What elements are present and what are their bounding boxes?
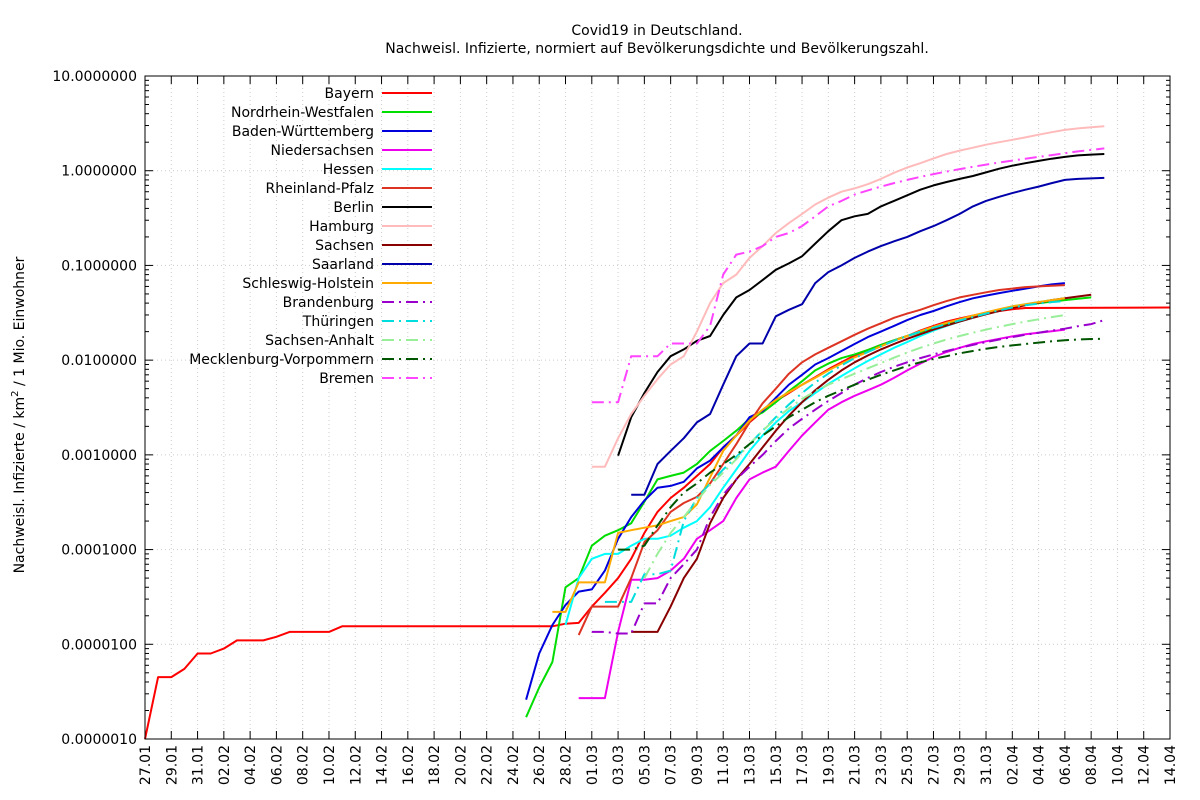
- x-tick-label: 12.02: [348, 745, 364, 785]
- x-tick-label: 02.02: [217, 745, 233, 785]
- x-tick-label: 25.03: [900, 745, 916, 785]
- x-tick-label: 17.03: [795, 745, 811, 785]
- x-tick-label: 05.03: [637, 745, 653, 785]
- x-axis: 27.01 29.01 31.01 02.02 04.02 06.02 08.02 10.02…: [138, 76, 1179, 785]
- legend-label: Bremen: [319, 371, 374, 387]
- series-line-baden-w-rttemberg: [525, 282, 1065, 700]
- x-tick-label: 10.04: [1110, 745, 1126, 785]
- series-line-rheinland-pfalz: [577, 284, 1065, 636]
- x-tick-label: 15.03: [769, 745, 785, 785]
- x-tick-label: 29.03: [953, 745, 969, 785]
- series-line-nordrhein-westfalen: [525, 296, 1092, 718]
- series-line-bremen: [591, 147, 1105, 404]
- legend-label: Sachsen: [315, 238, 374, 254]
- x-tick-label: 27.01: [138, 745, 154, 785]
- grid: [145, 76, 1170, 739]
- x-tick-label: 16.02: [401, 745, 417, 785]
- y-tick-label: 1.0000000: [61, 164, 137, 180]
- y-axis-label: Nachweisl. Infizierte / km2 / 1 Mio. Ein…: [10, 256, 28, 573]
- x-tick-label: 03.03: [611, 745, 627, 785]
- x-tick-label: 08.04: [1084, 745, 1100, 785]
- x-tick-label: 04.02: [243, 745, 259, 785]
- x-tick-label: 23.03: [874, 745, 890, 785]
- legend: Bayern Nordrhein-Westfalen Baden-Württembe…: [189, 86, 432, 387]
- x-tick-label: 22.02: [480, 745, 496, 785]
- series-line-sachsen-anhalt: [643, 314, 1066, 579]
- legend-label: Nordrhein-Westfalen: [231, 105, 374, 121]
- y-tick-label: 10.0000000: [52, 69, 137, 85]
- series-layer: [144, 125, 1171, 740]
- legend-label: Rheinland-Pfalz: [266, 181, 374, 197]
- y-tick-label: 0.0100000: [61, 353, 137, 369]
- y-tick-label: 0.0000100: [61, 637, 137, 653]
- series-line-hamburg: [591, 125, 1105, 468]
- x-tick-label: 20.02: [453, 745, 469, 785]
- y-tick-label: 0.0001000: [61, 543, 137, 559]
- legend-label: Berlin: [333, 200, 374, 216]
- x-tick-label: 14.04: [1163, 745, 1179, 785]
- legend-label: Schleswig-Holstein: [242, 276, 374, 292]
- x-tick-label: 06.04: [1058, 745, 1074, 785]
- x-tick-label: 27.03: [926, 745, 942, 785]
- legend-label: Hessen: [323, 162, 374, 178]
- legend-label: Baden-Württemberg: [232, 124, 374, 140]
- series-line-th-ringen: [604, 300, 1065, 603]
- plot-frame: [144, 75, 1171, 740]
- series-line-schleswig-holstein: [552, 297, 1066, 613]
- series-line-brandenburg: [591, 319, 1105, 635]
- series-line-saarland: [631, 176, 1105, 496]
- x-tick-label: 10.02: [322, 745, 338, 785]
- x-tick-label: 02.04: [1005, 745, 1021, 785]
- x-tick-label: 31.03: [979, 745, 995, 785]
- chart-title: Covid19 in Deutschland.: [571, 23, 742, 39]
- x-tick-label: 04.04: [1032, 745, 1048, 785]
- series-line-sachsen: [631, 293, 1092, 633]
- legend-label: Saarland: [312, 257, 374, 273]
- y-tick-label: 0.0000010: [61, 732, 137, 748]
- x-tick-label: 21.03: [848, 745, 864, 785]
- x-tick-label: 08.02: [296, 745, 312, 785]
- x-tick-label: 07.03: [664, 745, 680, 785]
- y-tick-label: 0.1000000: [61, 258, 137, 274]
- x-tick-label: 28.02: [559, 745, 575, 785]
- x-tick-label: 31.01: [191, 745, 207, 785]
- x-tick-label: 12.04: [1137, 745, 1153, 785]
- x-tick-label: 19.03: [821, 745, 837, 785]
- legend-label: Niedersachsen: [271, 143, 374, 159]
- legend-label: Sachsen-Anhalt: [265, 333, 374, 349]
- chart-subtitle: Nachweisl. Infizierte, normiert auf Bevö…: [385, 41, 929, 57]
- legend-label: Mecklenburg-Vorpommern: [189, 352, 374, 368]
- x-tick-label: 01.03: [585, 745, 601, 785]
- x-tick-label: 06.02: [269, 745, 285, 785]
- x-tick-label: 24.02: [506, 745, 522, 785]
- legend-label: Brandenburg: [283, 295, 374, 311]
- legend-label: Bayern: [325, 86, 374, 102]
- x-tick-label: 29.01: [164, 745, 180, 785]
- x-tick-label: 13.03: [742, 745, 758, 785]
- legend-label: Thüringen: [302, 314, 374, 330]
- y-axis: 0.0000010 0.0000100 0.0001000 0.0010000 0.01…: [52, 69, 1170, 748]
- x-tick-label: 14.02: [375, 745, 391, 785]
- x-tick-label: 26.02: [532, 745, 548, 785]
- x-tick-label: 09.03: [690, 745, 706, 785]
- legend-label: Hamburg: [309, 219, 374, 235]
- x-tick-label: 18.02: [427, 745, 443, 785]
- y-tick-label: 0.0010000: [61, 448, 137, 464]
- x-tick-label: 11.03: [716, 745, 732, 785]
